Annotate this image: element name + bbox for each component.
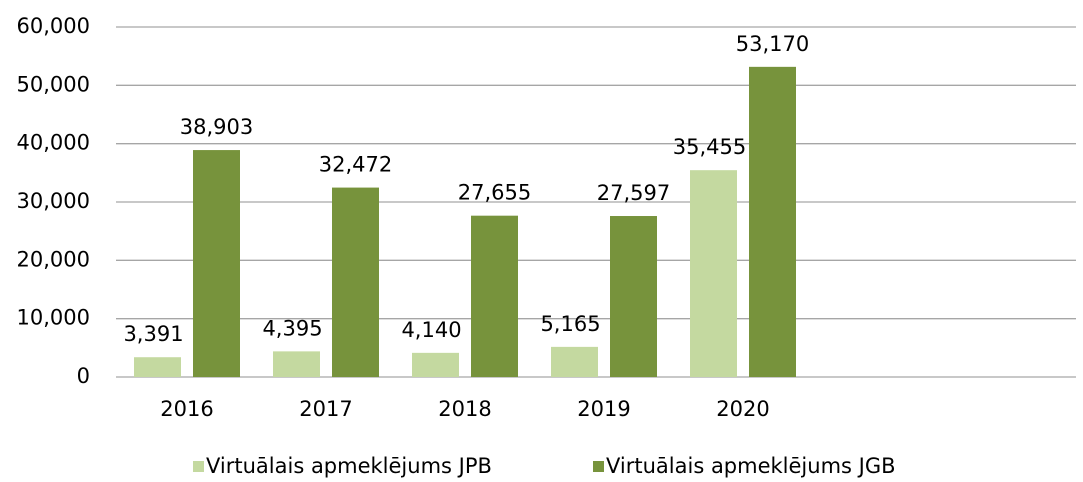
data-label: 27,597 [597,181,670,205]
legend-swatch [593,461,604,472]
bar [134,357,181,377]
bar [610,216,657,377]
legend-label: Virtuālais apmeklējums JGB [606,454,896,478]
x-tick-label: 2017 [299,397,352,421]
legend-label: Virtuālais apmeklējums JPB [206,454,492,478]
bar [273,351,320,377]
y-tick-label: 10,000 [17,306,90,330]
y-tick-label: 20,000 [17,247,90,271]
bar [332,187,379,377]
bar [193,150,240,377]
data-label: 38,903 [180,115,253,139]
x-tick-label: 2020 [716,397,769,421]
data-label: 32,472 [319,153,392,177]
bar [551,346,598,377]
y-tick-label: 40,000 [17,131,90,155]
data-label: 35,455 [673,135,746,159]
x-tick-label: 2016 [160,397,213,421]
y-tick-label: 50,000 [17,72,90,96]
x-tick-label: 2019 [577,397,630,421]
y-tick-label: 60,000 [17,14,90,38]
y-tick-label: 0 [77,364,90,388]
bar [471,215,518,377]
data-label: 4,140 [401,318,461,342]
x-tick-label: 2018 [438,397,491,421]
bar [749,66,796,377]
bar [690,170,737,377]
data-label: 4,395 [262,316,322,340]
y-tick-label: 30,000 [17,189,90,213]
data-label: 27,655 [458,181,531,205]
data-label: 53,170 [736,32,809,56]
data-label: 5,165 [540,312,600,336]
data-label: 3,391 [123,322,183,346]
legend-swatch [193,461,204,472]
bar [412,352,459,377]
